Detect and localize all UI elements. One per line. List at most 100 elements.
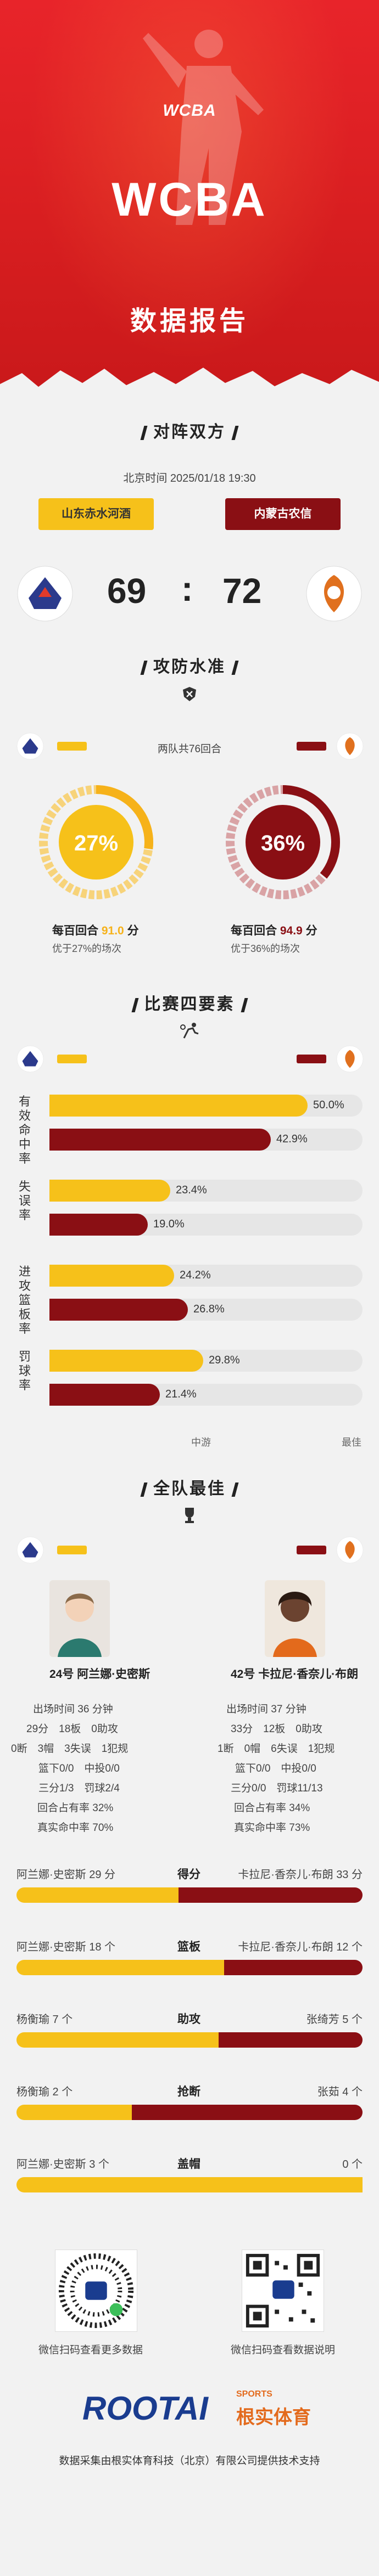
home-player-line5: 回合占有率 32% (37, 1802, 114, 1814)
leader-bar-away-2 (219, 2032, 363, 2048)
footer-note: 数据采集由根实体育科技（北京）有限公司提供技术支持 (59, 2455, 320, 2467)
leader-bar-away-3 (132, 2105, 363, 2120)
home-color-flag (57, 742, 87, 751)
home-player-line3: 篮下0/0 中投0/0 (38, 1763, 120, 1774)
home-points-per100: 每百回合 91.0 分 (52, 925, 139, 937)
basketball-player-icon (180, 1023, 199, 1039)
qr-left-caption: 微信扫码查看更多数据 (38, 2344, 143, 2356)
ff-bar-away-2 (49, 1299, 188, 1321)
away-color-flag-2 (297, 1055, 326, 1063)
qr-code-right-icon (242, 2250, 324, 2332)
home-player-line4: 三分1/3 罚球2/4 (38, 1783, 120, 1794)
ff-bar-home-0 (49, 1095, 308, 1117)
leader-category-3: 抢断 (177, 2085, 200, 2098)
trophy-icon (185, 1508, 194, 1523)
ff-bar-away-0 (49, 1129, 271, 1151)
away-player-avatar (265, 1580, 325, 1657)
leader-left-0: 阿兰娜·史密斯 29 分 (16, 1869, 116, 1881)
leader-category-0: 得分 (177, 1868, 200, 1881)
away-player-line1: 33分 12板 0助攻 (231, 1723, 322, 1735)
leader-right-3: 张茹 4 个 (317, 2086, 363, 2098)
best-players-title: 全队最佳 (0, 1475, 379, 1499)
matchup-title: 对阵双方 (0, 418, 379, 442)
away-rating-sub: 优于36%的场次 (231, 943, 300, 954)
away-player-line3: 篮下0/0 中投0/0 (235, 1763, 316, 1774)
home-player-line1: 29分 18板 0助攻 (26, 1723, 118, 1735)
torn-edge (0, 368, 379, 406)
match-datetime: 北京时间 2025/01/18 19:30 (123, 472, 256, 484)
home-player-minutes: 出场时间 36 分钟 (33, 1704, 113, 1715)
home-pct-text: 27% (74, 831, 118, 855)
away-color-flag (297, 742, 326, 751)
brand-en: SPORTS (236, 2389, 272, 2399)
leader-category-1: 篮板 (177, 1941, 200, 1953)
axis-best-label: 最佳 (342, 1437, 361, 1448)
ff-bar-home-1 (49, 1180, 170, 1202)
home-player-line6: 真实命中率 70% (37, 1822, 114, 1834)
four-factors-title: 比赛四要素 (0, 990, 379, 1014)
score-separator: : (181, 569, 193, 608)
ff-value-home-3: 29.8% (209, 1354, 240, 1366)
home-rating-sub: 优于27%的场次 (52, 943, 122, 954)
leader-bar-home-0 (16, 1887, 179, 1903)
home-team-mini-logo-icon-2 (16, 1045, 44, 1073)
home-color-flag-3 (57, 1546, 87, 1554)
ff-label-3: 罚球率 (18, 1350, 31, 1392)
leader-left-1: 阿兰娜·史密斯 18 个 (16, 1941, 116, 1953)
away-team-tag: 内蒙古农信 (225, 498, 341, 530)
away-pct-text: 36% (261, 831, 305, 855)
ff-bar-home-3 (49, 1350, 203, 1372)
logo-text: WCBA (163, 102, 216, 120)
offense-defense-title: 攻防水准 (0, 653, 379, 677)
ff-value-home-2: 24.2% (180, 1269, 211, 1281)
away-rating-ring: 36% (226, 785, 340, 899)
leader-bar-home-2 (16, 2032, 219, 2048)
leader-category-4: 盖帽 (177, 2158, 200, 2171)
ff-bar-away-3 (49, 1384, 160, 1406)
ff-value-home-1: 23.4% (176, 1184, 207, 1196)
home-rating-ring: 27% (39, 785, 153, 899)
leader-left-2: 杨衡瑜 7 个 (16, 2014, 73, 2026)
home-team-logo-icon (17, 566, 73, 622)
home-team-mini-logo-icon (16, 732, 44, 760)
ff-value-away-1: 19.0% (153, 1218, 185, 1230)
away-player-line5: 回合占有率 34% (234, 1802, 310, 1814)
home-team-tag: 山东赤水河酒 (38, 498, 154, 530)
leader-right-4: 0 个 (342, 2158, 363, 2171)
home-score: 69 (107, 571, 147, 611)
ff-value-away-2: 26.8% (193, 1303, 225, 1315)
qr-code-left-icon (55, 2250, 137, 2332)
away-score: 72 (222, 571, 262, 611)
away-player-minutes: 出场时间 37 分钟 (226, 1704, 306, 1715)
ff-bar-home-2 (49, 1265, 174, 1287)
leader-left-3: 杨衡瑜 2 个 (16, 2086, 73, 2098)
hero-banner: WCBA WCBA 数据报告 (0, 0, 379, 406)
ff-label-0: 有效命中率 (18, 1095, 31, 1165)
brand-cn: 根实体育 (236, 2407, 311, 2428)
leader-bar-away-0 (179, 1887, 363, 1903)
wcba-logo: WCBA (135, 102, 244, 134)
leader-right-2: 张绮芳 5 个 (306, 2014, 363, 2026)
qr-right-caption: 微信扫码查看数据说明 (231, 2344, 336, 2356)
ff-label-2: 进攻篮板率 (18, 1265, 31, 1335)
away-team-mini-logo-icon-3 (336, 1536, 364, 1564)
home-color-flag-2 (57, 1055, 87, 1063)
away-points-per100: 每百回合 94.9 分 (231, 925, 317, 937)
rounds-note: 两队共76回合 (157, 743, 222, 755)
leader-bar-home-4 (16, 2177, 363, 2192)
player-silhouette-icon (143, 30, 264, 225)
leader-bar-home-3 (16, 2105, 132, 2120)
home-player-name: 24号 阿兰娜·史密斯 (49, 1668, 151, 1681)
ff-label-1: 失误率 (18, 1180, 31, 1222)
away-color-flag-3 (297, 1546, 326, 1554)
hero-title: WCBA (112, 173, 267, 226)
shield-icon (183, 687, 196, 701)
axis-mid-label: 中游 (191, 1437, 211, 1448)
ff-value-away-0: 42.9% (276, 1133, 308, 1145)
leader-category-2: 助攻 (177, 2013, 200, 2026)
leader-right-1: 卡拉尼·香奈儿·布朗 12 个 (238, 1941, 363, 1953)
home-team-mini-logo-icon-3 (16, 1536, 44, 1564)
leader-left-4: 阿兰娜·史密斯 3 个 (16, 2158, 109, 2171)
ff-value-away-3: 21.4% (165, 1388, 197, 1400)
ff-bar-away-1 (49, 1214, 148, 1236)
